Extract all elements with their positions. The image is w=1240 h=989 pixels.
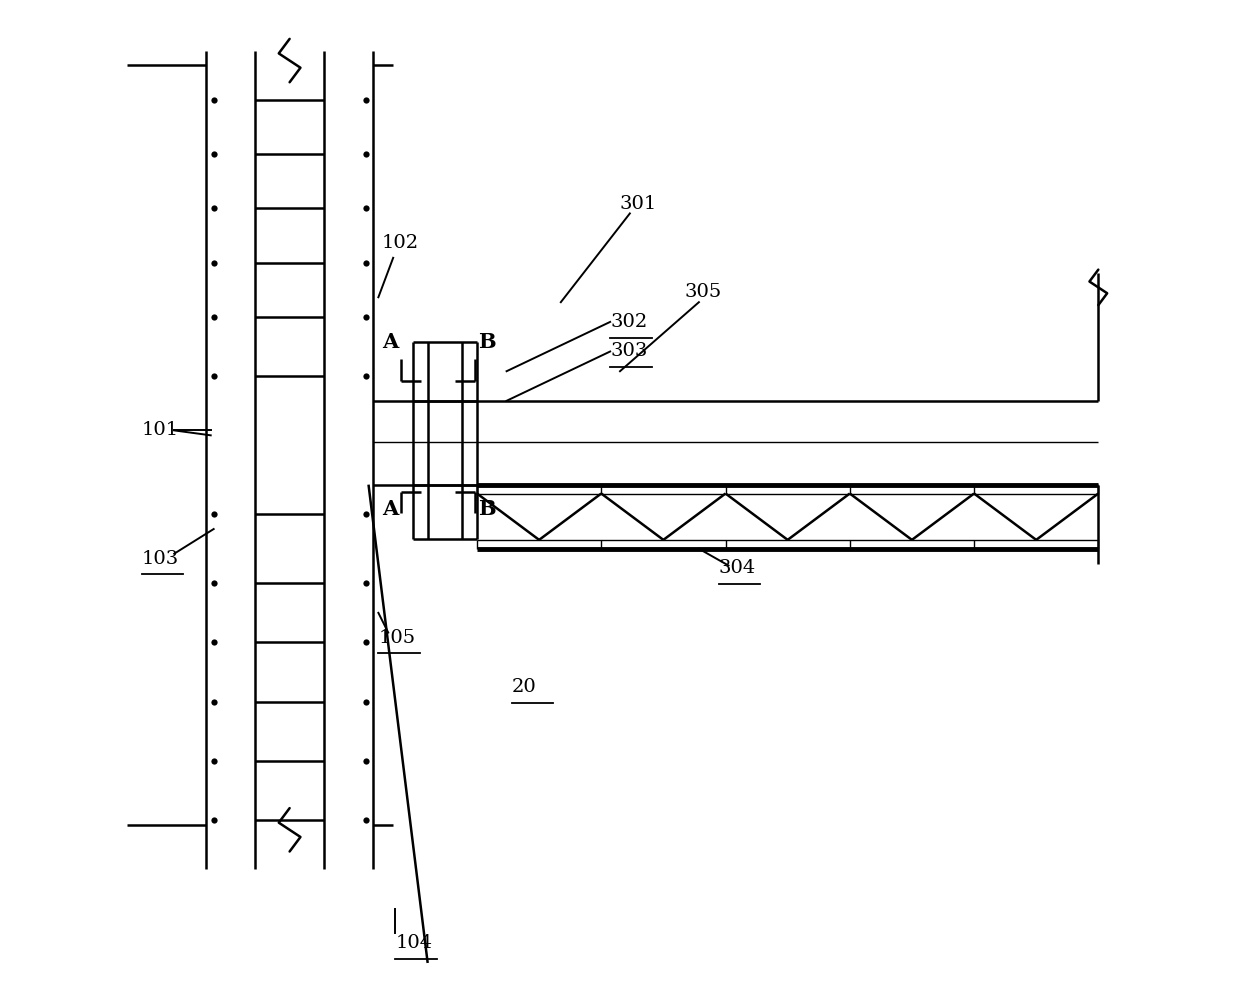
Text: B: B [479,331,496,352]
Text: 102: 102 [382,234,418,252]
Text: 304: 304 [719,560,756,578]
Text: 302: 302 [610,313,647,331]
Text: 303: 303 [610,342,647,361]
Text: 104: 104 [396,935,433,952]
Text: 305: 305 [684,283,722,302]
Text: A: A [382,499,398,519]
Text: 101: 101 [141,421,179,439]
Text: 301: 301 [620,195,657,213]
Text: 105: 105 [378,628,415,647]
Text: A: A [382,331,398,352]
Text: 20: 20 [512,677,536,696]
Text: 103: 103 [141,550,179,568]
Text: B: B [479,499,496,519]
